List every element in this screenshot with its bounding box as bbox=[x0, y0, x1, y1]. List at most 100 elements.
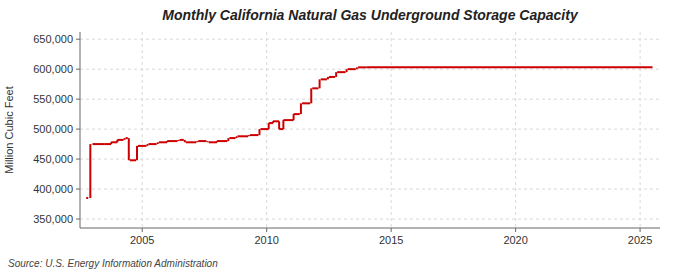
step-connector bbox=[300, 103, 302, 114]
step-connector bbox=[146, 144, 148, 146]
step-connector bbox=[136, 146, 138, 160]
step-segment bbox=[186, 141, 196, 143]
step-connector bbox=[327, 77, 329, 79]
step-segment bbox=[229, 137, 235, 139]
step-connector bbox=[278, 121, 280, 129]
step-segment bbox=[209, 141, 217, 143]
step-connector bbox=[89, 144, 91, 198]
step-connector bbox=[346, 69, 348, 72]
x-tick-label: 2015 bbox=[379, 234, 403, 246]
step-connector bbox=[196, 141, 198, 142]
grid-line-x bbox=[640, 32, 641, 228]
y-tick bbox=[76, 159, 80, 160]
step-connector bbox=[116, 140, 118, 142]
step-segment bbox=[138, 145, 146, 147]
step-segment bbox=[105, 143, 111, 145]
step-segment bbox=[126, 137, 128, 139]
step-connector bbox=[128, 138, 130, 160]
step-connector bbox=[216, 141, 218, 142]
grid-line-y bbox=[80, 189, 660, 190]
step-connector bbox=[236, 136, 238, 138]
x-tick bbox=[142, 228, 143, 232]
step-segment bbox=[302, 102, 310, 104]
y-tick-label: 650,000 bbox=[33, 33, 73, 45]
step-connector bbox=[272, 121, 274, 123]
step-segment bbox=[238, 135, 248, 137]
step-segment bbox=[283, 119, 293, 121]
grid-line-y bbox=[80, 99, 660, 100]
grid-line-y bbox=[80, 219, 660, 220]
step-segment bbox=[180, 139, 184, 141]
step-segment bbox=[86, 197, 88, 199]
step-connector bbox=[124, 138, 126, 140]
grid-line-x bbox=[391, 32, 392, 228]
chart: 2005 2010 2015 2020 2025 350,000 400,000 450,00… bbox=[0, 0, 675, 275]
grid-line-y bbox=[80, 69, 660, 70]
step-segment bbox=[167, 140, 177, 142]
grid bbox=[80, 32, 660, 228]
step-segment bbox=[250, 134, 258, 136]
step-segment bbox=[159, 141, 167, 143]
y-tick-label: 600,000 bbox=[33, 63, 73, 75]
x-tick bbox=[640, 228, 641, 232]
y-tick-label: 400,000 bbox=[33, 183, 73, 195]
x-tick-label: 2025 bbox=[628, 234, 652, 246]
x-axis-line bbox=[80, 228, 660, 229]
step-connector bbox=[310, 88, 312, 103]
y-tick bbox=[76, 69, 80, 70]
step-connector bbox=[110, 142, 112, 144]
grid-line-y bbox=[80, 39, 660, 40]
step-segment bbox=[260, 128, 268, 130]
y-tick bbox=[76, 219, 80, 220]
step-connector bbox=[184, 140, 186, 142]
y-tick-label: 550,000 bbox=[33, 93, 73, 105]
x-tick bbox=[515, 228, 516, 232]
step-connector bbox=[207, 141, 209, 142]
step-connector bbox=[258, 129, 260, 135]
y-tick bbox=[76, 39, 80, 40]
step-segment bbox=[366, 66, 652, 68]
y-tick-label: 350,000 bbox=[33, 213, 73, 225]
step-segment bbox=[358, 66, 366, 68]
grid-line-y bbox=[80, 129, 660, 130]
step-connector bbox=[166, 141, 168, 142]
x-tick-label: 2010 bbox=[254, 234, 278, 246]
y-axis-label: Million Cubic Feet bbox=[3, 86, 15, 173]
x-tick-label: 2005 bbox=[130, 234, 154, 246]
step-segment bbox=[198, 140, 206, 142]
step-connector bbox=[157, 142, 159, 144]
step-connector bbox=[227, 138, 229, 141]
step-connector bbox=[293, 114, 295, 120]
step-segment bbox=[348, 68, 356, 70]
step-segment bbox=[321, 78, 327, 80]
axes: 2005 2010 2015 2020 2025 350,000 400,000 450,00… bbox=[33, 32, 660, 246]
series bbox=[86, 67, 652, 198]
x-tick-label: 2020 bbox=[503, 234, 527, 246]
y-tick bbox=[76, 189, 80, 190]
step-connector bbox=[319, 79, 321, 88]
grid-line-x bbox=[515, 32, 516, 228]
step-segment bbox=[217, 140, 227, 142]
step-segment bbox=[92, 143, 104, 145]
y-tick bbox=[76, 129, 80, 130]
step-connector bbox=[268, 123, 270, 129]
source: Source: U.S. Energy Information Administ… bbox=[8, 258, 218, 269]
step-connector bbox=[282, 120, 284, 129]
step-segment bbox=[148, 143, 156, 145]
y-axis-line bbox=[80, 32, 81, 228]
step-segment bbox=[337, 71, 345, 73]
step-connector bbox=[178, 140, 180, 141]
step-segment bbox=[130, 159, 136, 161]
y-tick-label: 500,000 bbox=[33, 123, 73, 135]
step-segment bbox=[329, 76, 335, 78]
y-tick-label: 450,000 bbox=[33, 153, 73, 165]
x-tick bbox=[266, 228, 267, 232]
step-connector bbox=[335, 72, 337, 77]
y-tick bbox=[76, 99, 80, 100]
step-connector bbox=[356, 67, 358, 69]
step-connector bbox=[248, 135, 250, 136]
step-segment bbox=[312, 87, 318, 89]
grid-line-x bbox=[142, 32, 143, 228]
title: Monthly California Natural Gas Undergrou… bbox=[162, 7, 579, 23]
grid-line-y bbox=[80, 159, 660, 160]
